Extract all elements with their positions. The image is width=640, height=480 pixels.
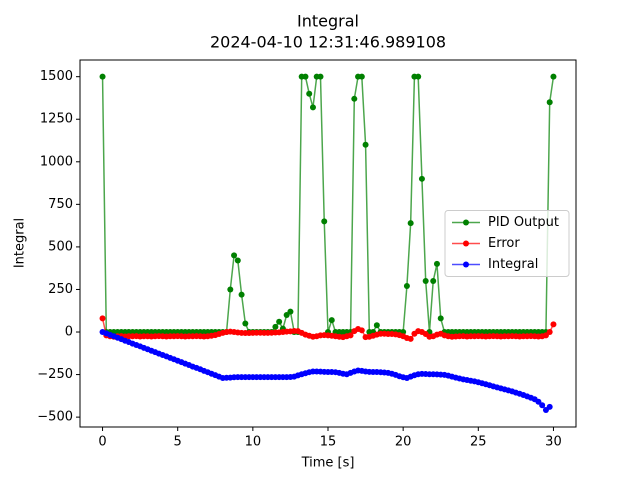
- y-tick-label: 250: [48, 282, 73, 297]
- point: [276, 318, 283, 325]
- point: [309, 104, 316, 111]
- point: [321, 218, 328, 225]
- point: [302, 73, 309, 80]
- x-tick-label: 0: [98, 435, 106, 450]
- legend-label: PID Output: [488, 215, 559, 230]
- y-tick-label: −250: [37, 367, 73, 382]
- x-tick-label: 25: [470, 435, 487, 450]
- point: [317, 73, 324, 80]
- y-tick-label: 500: [48, 239, 73, 254]
- point: [99, 315, 106, 322]
- series: [99, 315, 557, 342]
- point: [287, 308, 294, 315]
- point: [418, 175, 425, 182]
- point: [422, 277, 429, 284]
- point: [550, 73, 557, 80]
- point: [403, 283, 410, 290]
- point: [539, 402, 546, 409]
- series-line: [101, 75, 555, 333]
- series: [99, 329, 553, 413]
- point: [347, 332, 354, 339]
- chart-title: Integral: [297, 12, 359, 31]
- x-tick-label: 5: [174, 435, 182, 450]
- y-tick-label: 1250: [40, 112, 73, 127]
- legend-label: Integral: [488, 257, 538, 272]
- point: [407, 335, 414, 342]
- x-tick-label: 10: [245, 435, 262, 450]
- legend-marker: [463, 261, 469, 268]
- point: [227, 286, 234, 293]
- x-tick-label: 20: [395, 435, 412, 450]
- series: [99, 73, 557, 336]
- point: [231, 252, 238, 259]
- point: [238, 291, 245, 298]
- point: [306, 90, 313, 97]
- point: [272, 323, 279, 330]
- chart-subtitle: 2024-04-10 12:31:46.989108: [210, 33, 446, 52]
- plot-frame: [79, 59, 577, 428]
- y-tick-label: −500: [37, 410, 73, 425]
- legend-label: Error: [488, 236, 520, 251]
- x-tick-label: 30: [545, 435, 562, 450]
- point: [99, 73, 106, 80]
- point: [373, 322, 380, 329]
- point: [242, 320, 249, 327]
- point: [407, 220, 414, 227]
- legend-marker: [463, 240, 469, 247]
- point: [351, 95, 358, 102]
- point: [437, 315, 444, 322]
- point: [546, 99, 553, 106]
- point: [234, 257, 241, 264]
- y-tick-label: 0: [65, 325, 73, 340]
- x-axis-label: Time [s]: [301, 456, 355, 471]
- point: [433, 260, 440, 267]
- point: [362, 141, 369, 148]
- point: [358, 73, 365, 80]
- point: [550, 321, 557, 328]
- y-tick-label: 750: [48, 197, 73, 212]
- point: [546, 329, 553, 336]
- legend-box: [444, 210, 570, 277]
- y-tick-label: 1000: [40, 154, 73, 169]
- point: [415, 73, 422, 80]
- point: [328, 317, 335, 324]
- point: [430, 277, 437, 284]
- legend-marker: [463, 219, 469, 226]
- y-tick-label: 1500: [40, 69, 73, 84]
- point: [546, 403, 553, 410]
- x-tick-label: 15: [320, 435, 337, 450]
- y-axis-label: Integral: [13, 218, 28, 268]
- point: [358, 327, 365, 334]
